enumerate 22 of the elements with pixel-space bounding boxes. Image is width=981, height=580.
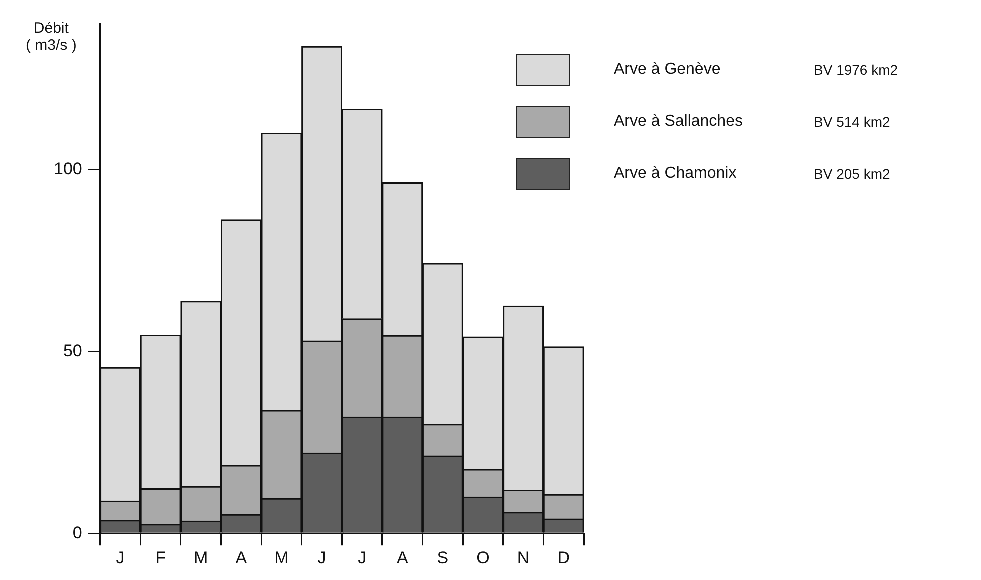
x-tick-label: O <box>476 548 490 568</box>
x-tick-label: N <box>517 548 530 568</box>
x-tick-label: F <box>156 548 166 568</box>
x-tick-label: A <box>396 548 409 568</box>
text: Arve à Chamonix <box>614 165 738 183</box>
x-tick-label: S <box>437 548 449 568</box>
text: Arve à Sallanches <box>614 113 744 131</box>
text: BV 205 km2 <box>814 166 890 182</box>
text: BV 514 km2 <box>814 114 890 130</box>
y-axis-title: Débit ( m3/s ) <box>26 20 77 54</box>
x-tick-label: M <box>274 548 289 568</box>
text: Arve à Genève <box>614 61 722 79</box>
y-tick-label: 0 <box>72 523 82 542</box>
x-tick-label: A <box>236 548 248 568</box>
x-tick-label: M <box>194 548 208 568</box>
x-tick-label: J <box>358 548 367 568</box>
x-tick-label: J <box>318 548 326 568</box>
x-tick-label: J <box>116 548 125 568</box>
x-tick-label: D <box>558 548 570 568</box>
y-tick-label: 100 <box>54 159 82 178</box>
y-tick-label: 50 <box>63 341 82 360</box>
text: BV 1976 km2 <box>814 62 898 78</box>
